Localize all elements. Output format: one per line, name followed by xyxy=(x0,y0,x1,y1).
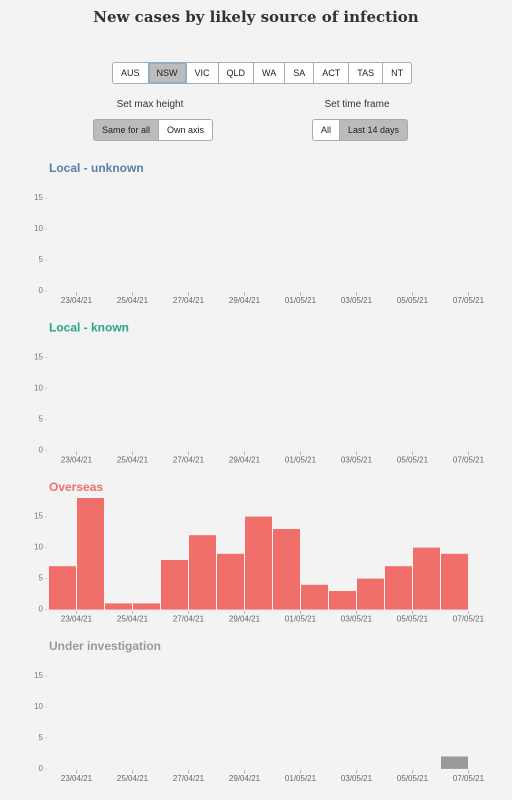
y-tick-label: 15 xyxy=(34,193,43,202)
bar xyxy=(385,566,412,610)
toggle-button[interactable]: Same for all xyxy=(93,119,160,141)
x-tick-label: 07/05/21 xyxy=(453,774,485,783)
bar xyxy=(133,603,160,610)
x-tick-label: 27/04/21 xyxy=(173,615,205,624)
x-tick-label: 25/04/21 xyxy=(117,615,149,624)
y-tick-label: 15 xyxy=(34,352,43,361)
bar xyxy=(329,591,356,610)
toggle-button[interactable]: NT xyxy=(382,62,413,84)
bar xyxy=(357,578,384,610)
bar xyxy=(217,553,244,610)
x-tick-label: 03/05/21 xyxy=(341,774,373,783)
x-tick-label: 03/05/21 xyxy=(341,296,373,305)
bar xyxy=(441,553,468,610)
x-tick-label: 29/04/21 xyxy=(229,615,261,624)
x-tick-label: 27/04/21 xyxy=(173,296,205,305)
bar xyxy=(273,529,300,610)
x-tick-label: 01/05/21 xyxy=(285,455,317,464)
x-tick-label: 01/05/21 xyxy=(285,615,317,624)
y-tick-label: 0 xyxy=(39,286,44,295)
x-tick-label: 03/05/21 xyxy=(341,615,373,624)
bar xyxy=(301,584,328,610)
x-tick-label: 25/04/21 xyxy=(117,455,149,464)
bar xyxy=(441,756,468,769)
y-tick-label: 5 xyxy=(39,574,44,583)
bar xyxy=(189,535,216,610)
x-tick-label: 29/04/21 xyxy=(229,296,261,305)
x-tick-label: 27/04/21 xyxy=(173,774,205,783)
x-tick-label: 29/04/21 xyxy=(229,455,261,464)
chart-title: Local - unknown xyxy=(49,161,144,175)
x-tick-label: 07/05/21 xyxy=(453,296,485,305)
bar xyxy=(105,603,132,610)
x-tick-label: 23/04/21 xyxy=(61,296,93,305)
y-tick-label: 15 xyxy=(34,671,43,680)
x-tick-label: 01/05/21 xyxy=(285,774,317,783)
chart-title: Overseas xyxy=(49,480,103,494)
x-tick-label: 01/05/21 xyxy=(285,296,317,305)
toggle-button[interactable]: NSW xyxy=(147,62,187,84)
x-tick-label: 23/04/21 xyxy=(61,615,93,624)
x-tick-label: 07/05/21 xyxy=(453,455,485,464)
state-selector: AUS NSW VIC QLD WA SA ACT TAS NT xyxy=(112,62,413,84)
x-tick-label: 05/05/21 xyxy=(397,455,429,464)
y-tick-label: 0 xyxy=(39,605,44,614)
toggle-button[interactable]: Last 14 days xyxy=(339,119,409,141)
time-frame-label: Set time frame xyxy=(324,99,390,110)
x-tick-label: 29/04/21 xyxy=(229,774,261,783)
bar xyxy=(413,547,440,610)
chart-title: Under investigation xyxy=(49,639,161,653)
time-frame-toggle: All Last 14 days xyxy=(312,119,409,141)
toggle-button[interactable]: VIC xyxy=(185,62,219,84)
x-tick-label: 25/04/21 xyxy=(117,296,149,305)
x-tick-label: 27/04/21 xyxy=(173,455,205,464)
page-title: New cases by likely source of infection xyxy=(93,8,419,26)
x-tick-label: 05/05/21 xyxy=(397,296,429,305)
toggle-button[interactable]: Own axis xyxy=(158,119,214,141)
y-tick-label: 10 xyxy=(34,702,43,711)
y-tick-label: 5 xyxy=(39,255,44,264)
x-tick-label: 07/05/21 xyxy=(453,615,485,624)
y-tick-label: 0 xyxy=(39,764,44,773)
toggle-button[interactable]: WA xyxy=(253,62,286,84)
x-tick-label: 03/05/21 xyxy=(341,455,373,464)
x-tick-label: 23/04/21 xyxy=(61,455,93,464)
chart-title: Local - known xyxy=(49,320,129,334)
toggle-button[interactable]: AUS xyxy=(112,62,149,84)
y-tick-label: 5 xyxy=(39,414,44,423)
y-tick-label: 10 xyxy=(34,543,43,552)
y-tick-label: 0 xyxy=(39,445,44,454)
y-tick-label: 5 xyxy=(39,733,44,742)
y-tick-label: 10 xyxy=(34,224,43,233)
bar xyxy=(161,560,188,610)
toggle-button[interactable]: ACT xyxy=(313,62,350,84)
max-height-toggle: Same for all Own axis xyxy=(93,119,214,141)
max-height-label: Set max height xyxy=(116,99,184,110)
bar xyxy=(77,498,104,610)
bar xyxy=(245,516,272,610)
x-tick-label: 25/04/21 xyxy=(117,774,149,783)
y-tick-label: 15 xyxy=(34,512,43,521)
bar xyxy=(49,566,76,610)
x-tick-label: 05/05/21 xyxy=(397,774,429,783)
y-tick-label: 10 xyxy=(34,383,43,392)
x-tick-label: 23/04/21 xyxy=(61,774,93,783)
x-tick-label: 05/05/21 xyxy=(397,615,429,624)
